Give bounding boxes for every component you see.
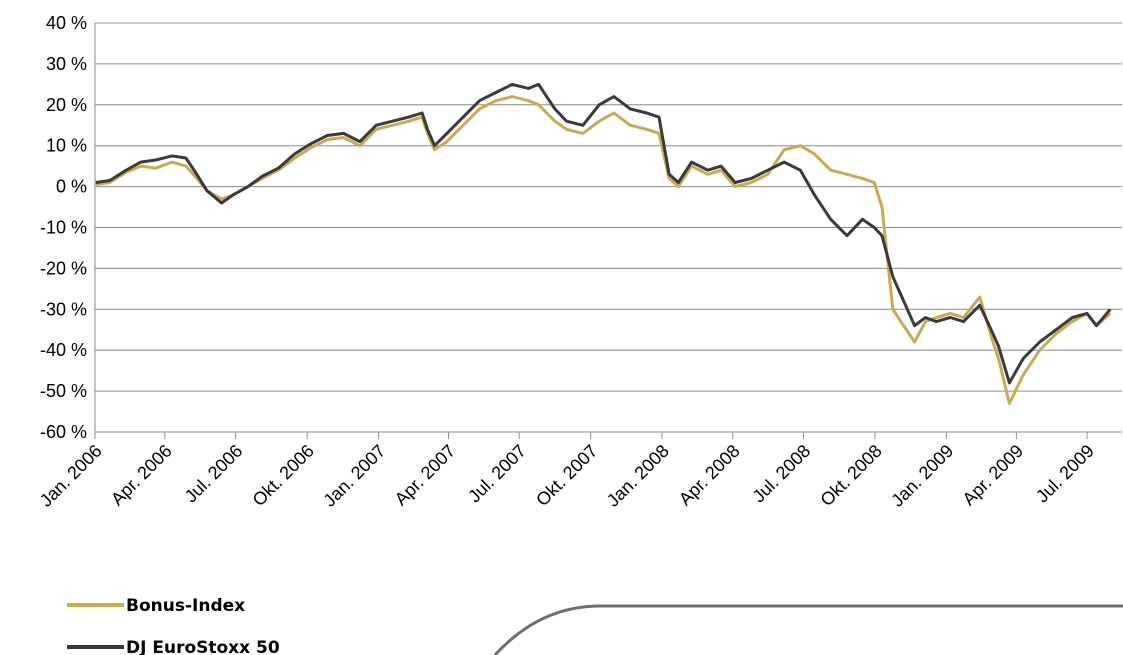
x-tick-label: Apr. 2007	[391, 441, 460, 510]
gridlines	[95, 22, 1122, 433]
x-tick-label: Jan. 2007	[319, 441, 389, 511]
x-tick-label: Jul. 2006	[181, 441, 247, 507]
decorative-curve	[493, 604, 1123, 655]
legend-label-bonus-index: Bonus-Index	[126, 596, 245, 616]
series-line-dj-eurostoxx-50	[95, 82, 1112, 385]
y-tick-label: 40 %	[46, 13, 87, 33]
y-tick-label: 10 %	[46, 136, 87, 156]
series-lines	[95, 82, 1112, 405]
x-tick-label: Jan. 2006	[36, 441, 106, 511]
y-tick-label: -50 %	[40, 381, 87, 401]
y-tick-label: -60 %	[40, 422, 87, 442]
series-line-bonus-index	[95, 95, 1112, 405]
x-tick-label: Apr. 2006	[107, 441, 176, 510]
x-tick-label: Apr. 2008	[675, 441, 744, 510]
legend-label-dj-eurostoxx-50: DJ EuroStoxx 50	[126, 638, 280, 655]
x-tick-label: Jul. 2007	[464, 441, 530, 507]
x-tick-label: Jul. 2009	[1032, 441, 1098, 507]
legend: Bonus-Index DJ EuroStoxx 50	[67, 596, 280, 655]
y-tick-label: -40 %	[40, 340, 87, 360]
y-tick-label: 0 %	[56, 177, 87, 197]
y-axis-ticks: 40 % 30 % 20 % 10 % 0 % -10 % -20 % -30 % -40 % -…	[40, 13, 87, 442]
x-tick-label: Okt. 2007	[532, 441, 601, 510]
x-tick-label: Okt. 2008	[816, 441, 885, 510]
y-tick-label: -20 %	[40, 258, 87, 278]
x-tick-label: Jan. 2009	[887, 441, 957, 511]
x-tick-label: Jan. 2008	[603, 441, 673, 511]
y-tick-label: -30 %	[40, 299, 87, 319]
y-tick-label: 20 %	[46, 95, 87, 115]
x-tick-label: Apr. 2009	[959, 441, 1028, 510]
x-tick-label: Jul. 2008	[749, 441, 815, 507]
x-axis-ticks: Jan. 2006 Apr. 2006 Jul. 2006 Okt. 2006 Jan.…	[36, 432, 1098, 511]
y-tick-label: -10 %	[40, 218, 87, 238]
y-tick-label: 30 %	[46, 54, 87, 74]
x-tick-label: Okt. 2006	[249, 441, 318, 510]
